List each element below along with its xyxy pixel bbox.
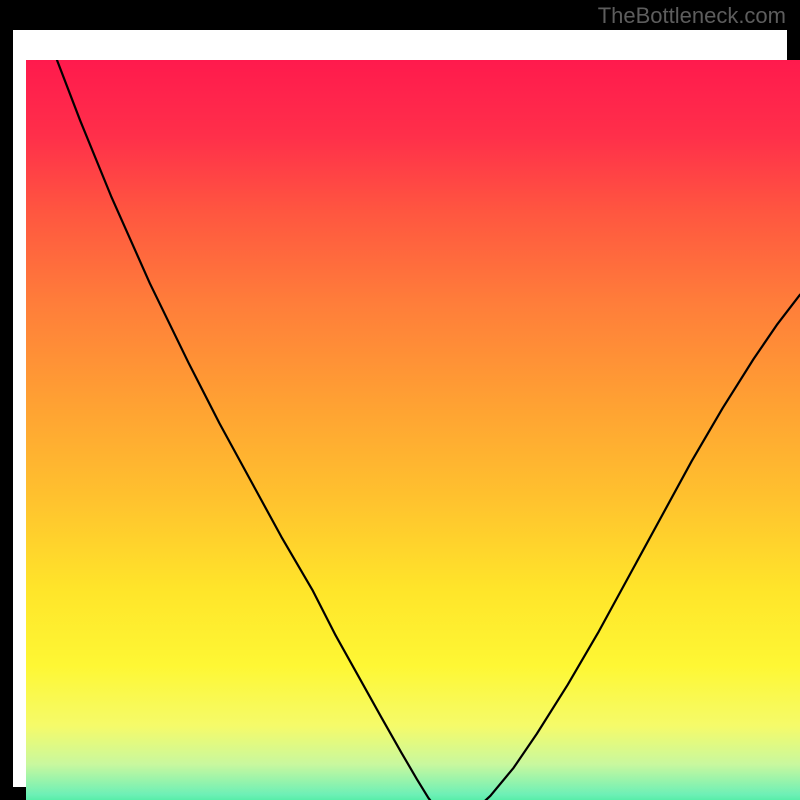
bottleneck-curve [26,60,800,800]
plot-area [26,60,800,800]
chart-frame [0,0,800,800]
watermark-text: TheBottleneck.com [598,3,786,29]
curve-path [57,60,800,800]
